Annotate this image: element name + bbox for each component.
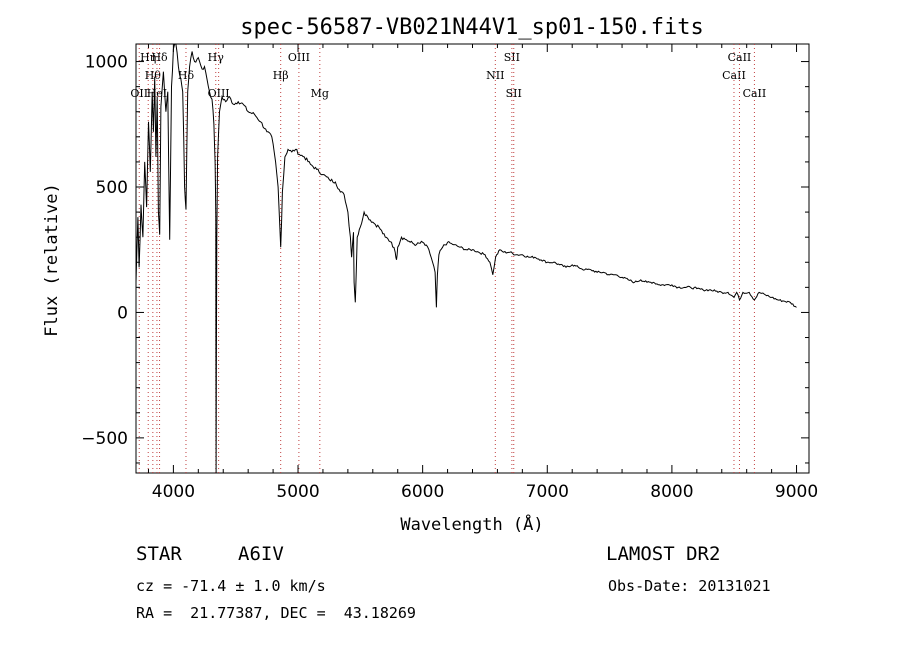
line-marker-label: OII <box>130 87 148 100</box>
line-marker-label: Hβ <box>273 69 289 82</box>
line-marker-label: SII <box>506 87 522 100</box>
x-tick-label: 8000 <box>650 482 693 502</box>
x-tick-label: 7000 <box>526 482 569 502</box>
y-tick-label: −500 <box>81 429 128 449</box>
line-marker-label: CaII <box>743 87 767 100</box>
x-axis-label: Wavelength (Å) <box>400 513 543 535</box>
line-marker-label: SII <box>504 51 520 64</box>
line-marker-label: Hδ <box>178 69 195 82</box>
line-marker-label: Mg <box>311 87 329 100</box>
plot-frame <box>135 43 810 474</box>
survey-name: LAMOST DR2 <box>606 543 721 565</box>
redshift-text: cz = -71.4 ± 1.0 km/s <box>136 577 326 595</box>
y-tick-label: 500 <box>96 178 128 198</box>
obs-date-text: Obs-Date: 20131021 <box>608 577 771 595</box>
line-marker-label: NII <box>486 69 504 82</box>
spectrum-line <box>135 43 797 474</box>
line-marker-label: Hθ <box>145 69 162 82</box>
object-type: STAR <box>136 543 182 565</box>
x-tick-label: 5000 <box>276 482 319 502</box>
axis-ticks: 4000 5000 6000 7000 8000 9000 −500 0 500 1000 <box>81 44 818 502</box>
line-marker-label: CaII <box>728 51 752 64</box>
y-tick-label: 0 <box>117 303 128 323</box>
line-marker-label: CaII <box>722 69 746 82</box>
line-marker-label: Hη <box>140 51 156 64</box>
x-tick-label: 9000 <box>775 482 818 502</box>
line-marker-label: OIII <box>288 51 310 64</box>
coords-text: RA = 21.77387, DEC = 43.18269 <box>136 604 416 622</box>
chart-title: spec-56587-VB021N44V1_sp01-150.fits <box>240 15 704 40</box>
x-tick-label: 6000 <box>401 482 444 502</box>
y-tick-label: 1000 <box>85 53 128 73</box>
object-subclass: A6IV <box>238 543 284 565</box>
line-marker-label: Hγ <box>208 51 225 64</box>
x-tick-label: 4000 <box>152 482 195 502</box>
line-marker-label: Hδ <box>151 51 168 64</box>
y-axis-label: Flux (relative) <box>42 183 62 337</box>
emission-line-markers: OIIHηHθHeIHδHδHγOIIIHβOIIIMgNIISIISIICaI… <box>130 44 766 473</box>
line-marker-label: OIII <box>208 87 230 100</box>
